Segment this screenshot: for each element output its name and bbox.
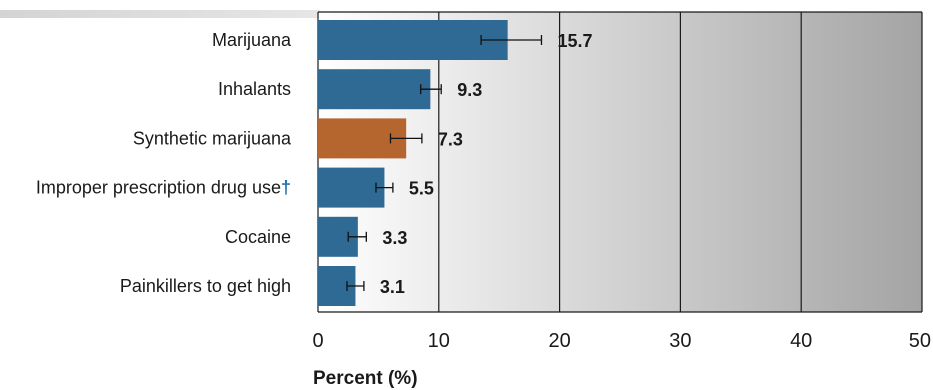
error-bar [389,133,423,144]
plot-background [318,12,922,312]
x-tick-label: 10 [428,330,450,352]
x-tick-label: 20 [548,330,570,352]
error-bar [347,231,367,242]
value-label: 9.3 [457,80,482,100]
category-label: Painkillers to get high [120,276,291,296]
x-axis-label: Percent (%) [313,368,418,389]
category-label: Inhalants [218,79,291,99]
x-tick-label: 30 [669,330,691,352]
value-label: 15.7 [557,31,592,51]
x-axis-ticks: 0 10 20 30 40 50 [312,330,931,352]
value-label: 3.3 [382,228,407,248]
category-label: Marijuana [212,30,292,50]
bar [318,69,431,110]
error-bar [375,182,394,193]
value-label: 7.3 [438,129,463,149]
category-label: Improper prescription drug use† [36,178,291,198]
category-label: Synthetic marijuana [133,128,292,148]
decorative-header-stripe [0,10,320,18]
value-label: 5.5 [409,179,434,199]
x-tick-label: 50 [909,330,931,352]
error-bar [346,281,365,291]
x-tick-label: 40 [790,330,812,352]
footnote-dagger-mark: † [281,178,291,198]
bars [318,20,508,306]
category-label: Cocaine [225,227,291,247]
value-labels: 15.7 9.3 7.3 5.5 3.3 3.1 [380,31,593,297]
bar [318,20,508,60]
value-label: 3.1 [380,277,405,297]
x-tick-label: 0 [312,330,323,352]
error-bar [480,35,543,45]
gridlines [317,11,923,313]
bar [318,167,385,208]
error-bars [346,35,543,291]
error-bar [420,84,442,95]
category-labels: Marijuana Inhalants Synthetic marijuana Imp… [36,30,292,296]
